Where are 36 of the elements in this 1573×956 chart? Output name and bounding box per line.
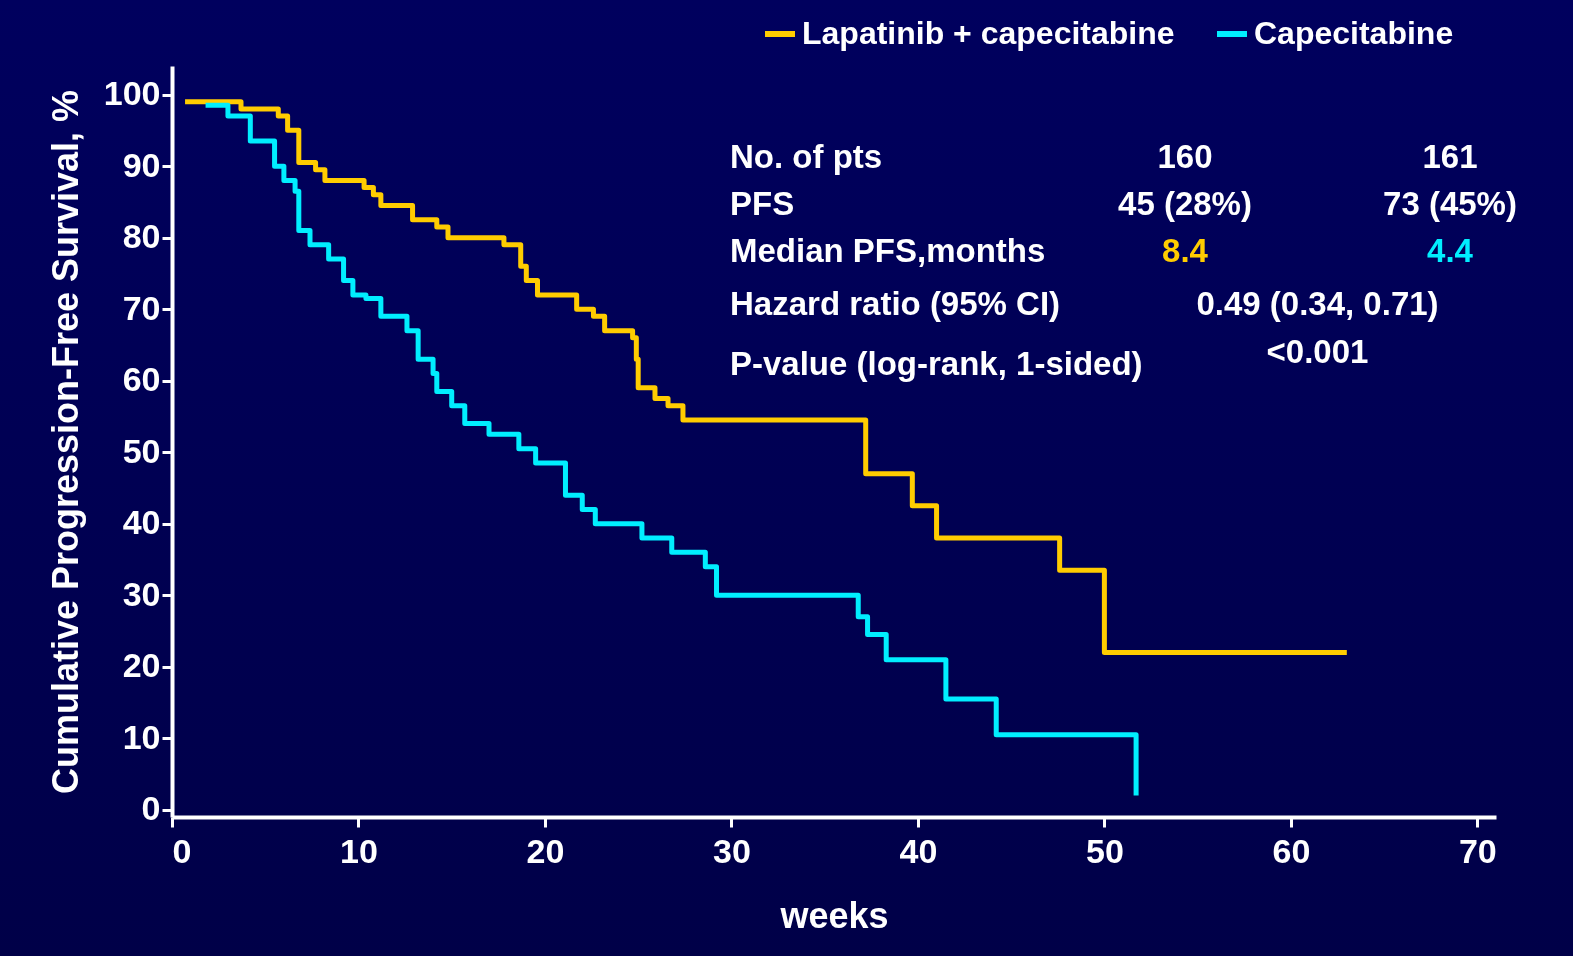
x-tick-label: 10	[340, 831, 378, 870]
x-tick-label: 0	[172, 831, 192, 870]
annotation: Hazard ratio (95% CI)	[730, 285, 1061, 323]
legend-label: Capecitabine	[1254, 15, 1454, 51]
y-tick-label: 10	[122, 717, 161, 756]
y-tick-label: 90	[122, 145, 161, 184]
y-tick-label: 100	[103, 74, 161, 113]
y-tick-label: 20	[122, 646, 161, 685]
y-tick-label: 0	[141, 789, 161, 828]
y-tick-label: 80	[122, 217, 161, 256]
y-tick-label: 40	[122, 503, 161, 542]
annotation: 161	[1421, 138, 1479, 176]
annotation: Median PFS,months	[730, 232, 1046, 270]
annotation: No. of pts	[730, 138, 883, 176]
y-axis-title: Cumulative Progression-Free Survival, %	[44, 89, 86, 795]
x-tick-label: 50	[1085, 831, 1124, 870]
y-tick-label: 30	[122, 574, 161, 613]
x-tick-label: 70	[1458, 831, 1497, 870]
annotation: 0.49 (0.34, 0.71)	[1196, 285, 1439, 322]
y-tick-label: 70	[122, 288, 161, 327]
annotation: 73 (45%)	[1382, 185, 1518, 223]
annotation: P-value (log-rank, 1-sided)	[730, 345, 1143, 383]
y-tick-label: 50	[122, 431, 161, 470]
x-tick-label: 60	[1272, 831, 1311, 870]
annotation: 8.4	[1161, 232, 1209, 270]
annotation: <0.001	[1266, 333, 1369, 370]
x-axis-title: weeks	[779, 894, 889, 936]
annotation: 160	[1156, 138, 1214, 176]
annotation: 4.4	[1426, 232, 1474, 270]
annotation: 45 (28%)	[1117, 185, 1253, 223]
x-tick-label: 30	[713, 831, 751, 870]
y-tick-label: 60	[122, 360, 161, 399]
x-tick-label: 20	[526, 831, 565, 870]
annotation: PFS	[730, 185, 795, 223]
x-tick-label: 40	[899, 831, 938, 870]
legend-label: Lapatinib + capecitabine	[802, 15, 1175, 51]
